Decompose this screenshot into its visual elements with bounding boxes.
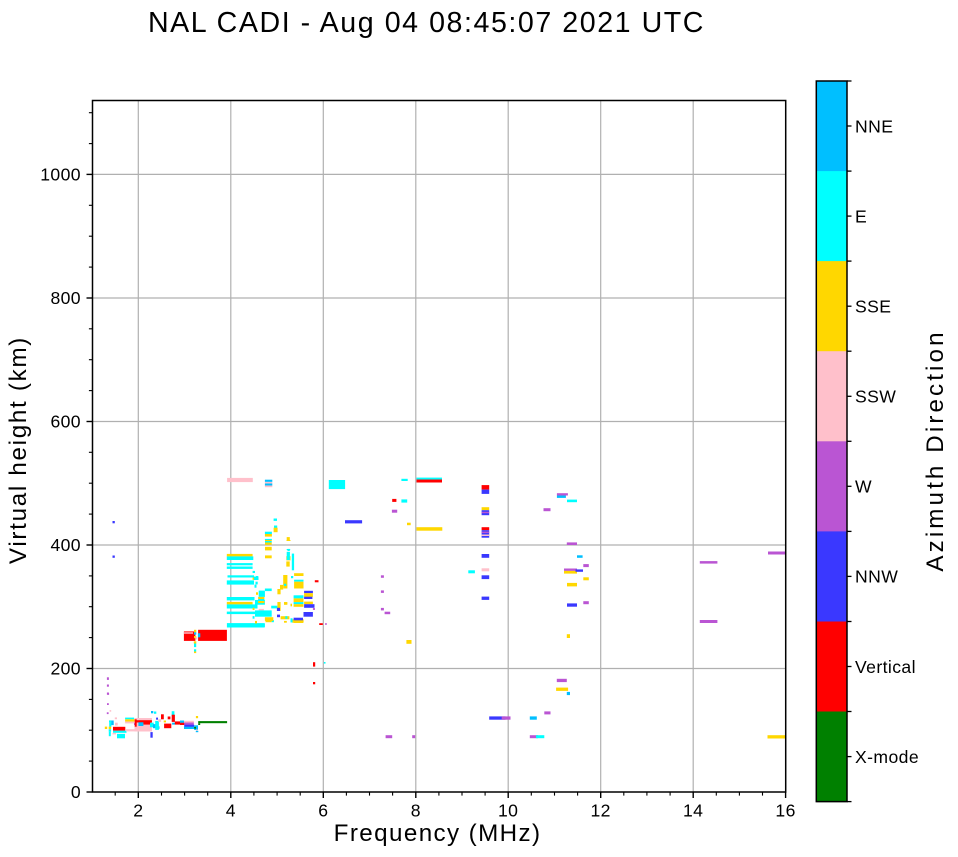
svg-text:SSE: SSE bbox=[855, 297, 891, 317]
svg-text:X-mode: X-mode bbox=[855, 747, 919, 767]
svg-text:NNE: NNE bbox=[855, 116, 893, 136]
svg-text:SSW: SSW bbox=[855, 387, 896, 407]
svg-text:2: 2 bbox=[133, 801, 143, 821]
svg-text:Azimuth Direction: Azimuth Direction bbox=[922, 329, 949, 571]
svg-text:1000: 1000 bbox=[40, 164, 81, 184]
svg-text:800: 800 bbox=[50, 288, 81, 308]
svg-text:200: 200 bbox=[50, 659, 81, 679]
svg-text:16: 16 bbox=[775, 801, 795, 821]
svg-text:Vertical: Vertical bbox=[855, 657, 916, 677]
svg-text:0: 0 bbox=[71, 782, 81, 802]
svg-text:8: 8 bbox=[411, 801, 421, 821]
svg-text:E: E bbox=[855, 206, 867, 226]
svg-text:4: 4 bbox=[226, 801, 236, 821]
svg-text:10: 10 bbox=[498, 801, 518, 821]
svg-text:W: W bbox=[855, 477, 872, 497]
svg-text:NNW: NNW bbox=[855, 567, 898, 587]
svg-text:600: 600 bbox=[50, 412, 81, 432]
svg-text:12: 12 bbox=[591, 801, 611, 821]
svg-text:6: 6 bbox=[318, 801, 328, 821]
svg-text:Frequency (MHz): Frequency (MHz) bbox=[334, 820, 542, 847]
svg-text:NAL CADI - Aug 04 08:45:07 202: NAL CADI - Aug 04 08:45:07 2021 UTC bbox=[148, 7, 705, 39]
svg-text:14: 14 bbox=[683, 801, 703, 821]
svg-text:Virtual height (km): Virtual height (km) bbox=[5, 336, 32, 564]
svg-text:400: 400 bbox=[50, 535, 81, 555]
